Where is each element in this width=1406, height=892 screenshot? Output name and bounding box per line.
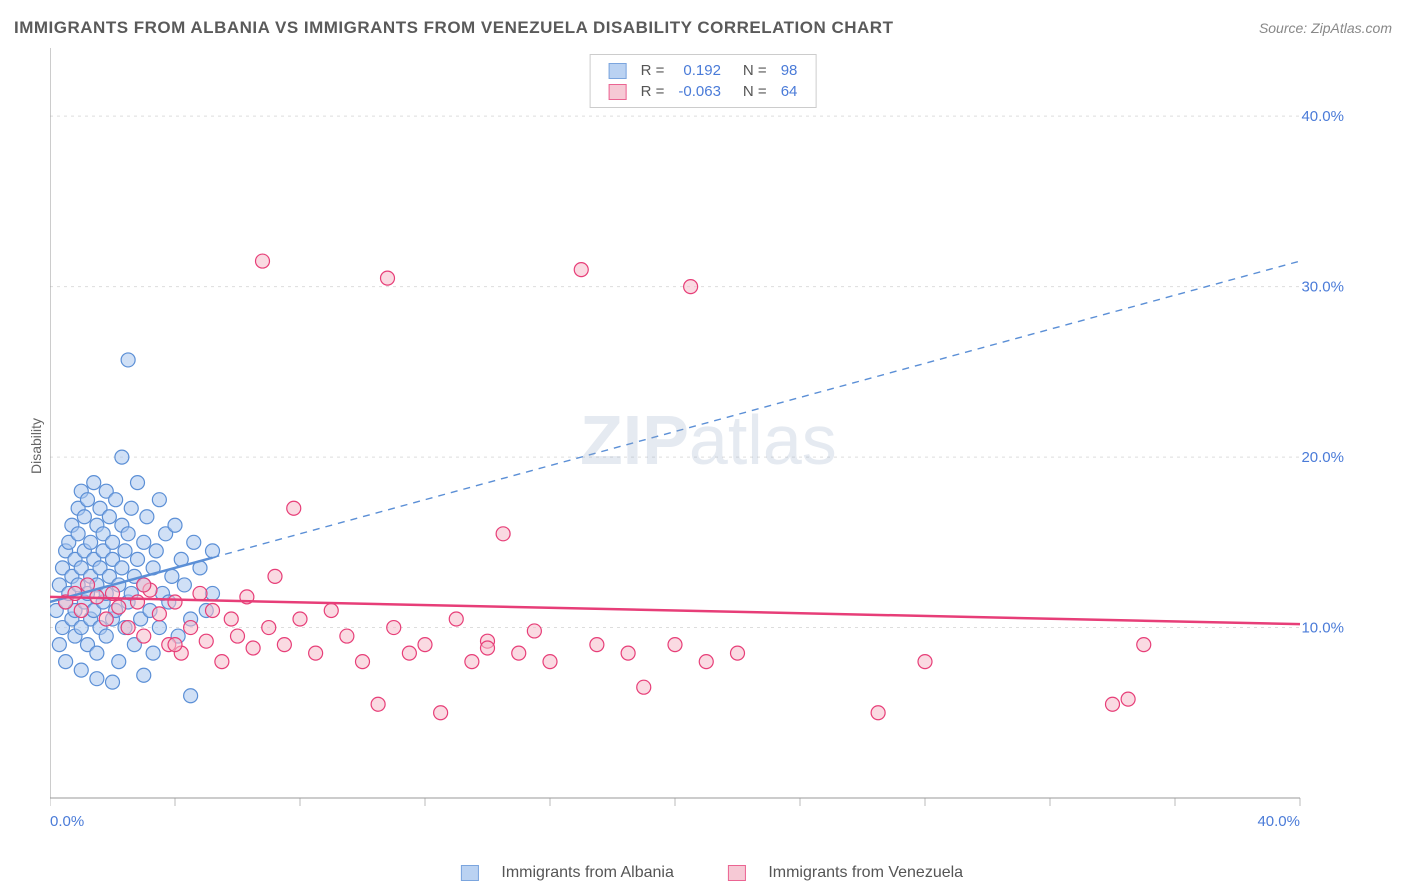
y-axis-label: Disability xyxy=(28,418,44,474)
svg-text:40.0%: 40.0% xyxy=(1257,813,1300,828)
svg-text:0.0%: 0.0% xyxy=(50,813,84,828)
svg-text:30.0%: 30.0% xyxy=(1301,279,1344,296)
correlation-legend: R =0.192N =98R =-0.063N =64 xyxy=(590,54,817,108)
svg-text:40.0%: 40.0% xyxy=(1301,108,1344,125)
source-label: Source: ZipAtlas.com xyxy=(1259,20,1392,36)
chart-title: IMMIGRANTS FROM ALBANIA VS IMMIGRANTS FR… xyxy=(14,18,893,38)
series-legend: Immigrants from Albania Immigrants from … xyxy=(425,864,981,882)
svg-text:10.0%: 10.0% xyxy=(1301,620,1344,637)
scatter-chart: 10.0% 20.0% 30.0% 40.0% 0.0% 40.0% xyxy=(50,48,1390,828)
svg-text:20.0%: 20.0% xyxy=(1301,449,1344,466)
